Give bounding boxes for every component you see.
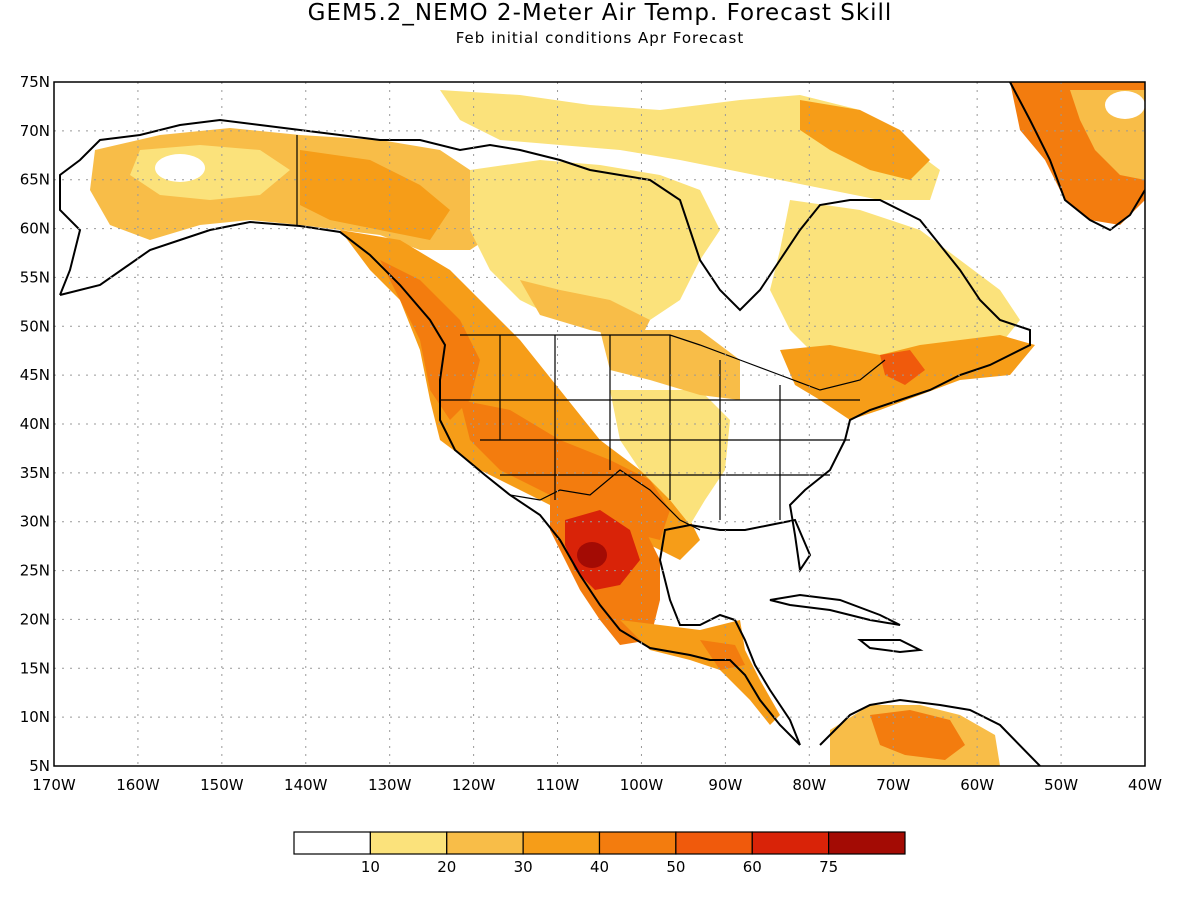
skill-region-central-america [620,620,780,725]
lon-tick-label: 100W [620,776,664,794]
colorbar-label: 10 [361,858,380,876]
colorbar-swatch [369,831,448,855]
skill-region-venezuela [870,710,965,760]
skill-region-southwest [460,400,670,540]
colorbar-label: 60 [743,858,762,876]
lat-tick-label: 30N [20,513,50,531]
lat-tick-label: 15N [20,659,50,677]
colorbar-swatch [522,831,601,855]
skill-region-prairies [520,280,650,340]
skill-shading [59,82,1145,766]
lat-tick-label: 20N [20,610,50,628]
colorbar: 10 20 30 40 50 60 75 [293,831,906,876]
lon-tick-label: 50W [1044,776,1078,794]
lon-tick-label: 80W [792,776,826,794]
colorbar-swatch [675,831,753,855]
map-title: GEM5.2_NEMO 2-Meter Air Temp. Forecast S… [307,0,893,26]
lon-tick-label: 70W [876,776,910,794]
skill-region-baffin [800,100,930,180]
colorbar-swatch [828,831,906,855]
colorbar-label: 20 [437,858,456,876]
colorbar-swatch [598,831,677,855]
lon-tick-label: 150W [200,776,244,794]
colorbar-label: 40 [590,858,609,876]
skill-region-maritimes [880,350,925,385]
lon-tick-label: 160W [116,776,160,794]
lat-tick-label: 10N [20,708,50,726]
colorbar-swatch [446,831,524,855]
lon-tick-label: 140W [284,776,328,794]
lat-tick-label: 5N [29,757,50,775]
coastlines [59,82,1145,766]
colorbar-swatch [293,831,371,855]
lat-tick-label: 55N [20,268,50,286]
skill-region-yukon [300,150,450,240]
lat-tick-label: 40N [20,415,50,433]
gridlines [54,82,1145,766]
colorbar-label: 75 [819,858,838,876]
lat-tick-label: 35N [20,464,50,482]
skill-region-quebec [770,200,1020,360]
skill-region-greenland-low [1105,91,1145,119]
colorbar-swatch [751,831,830,855]
lon-tick-label: 120W [452,776,496,794]
lon-tick-label: 110W [536,776,580,794]
map-subtitle: Feb initial conditions Apr Forecast [455,29,745,47]
map-frame [53,81,1146,767]
skill-region-pnw [380,260,480,420]
colorbar-label: 50 [666,858,685,876]
lon-tick-label: 130W [368,776,412,794]
latitude-labels: 5N 10N 15N 20N 25N 30N 35N 40N 45N 50N 55N 60N 65N 70… [20,73,50,775]
lat-tick-label: 60N [20,220,50,238]
lon-tick-label: 40W [1128,776,1162,794]
lat-tick-label: 75N [20,73,50,91]
lon-tick-label: 170W [32,776,76,794]
longitude-labels: 170W 160W 150W 140W 130W 120W 110W 100W 90W 80W 70… [32,776,1162,794]
lon-tick-label: 90W [708,776,742,794]
lon-tick-label: 60W [960,776,994,794]
skill-region-mexico-peak [577,542,607,568]
lat-tick-label: 25N [20,562,50,580]
lat-tick-label: 65N [20,171,50,189]
lat-tick-label: 70N [20,122,50,140]
lat-tick-label: 45N [20,366,50,384]
skill-region-alaska-low [155,154,205,182]
lat-tick-label: 50N [20,317,50,335]
colorbar-label: 30 [514,858,533,876]
